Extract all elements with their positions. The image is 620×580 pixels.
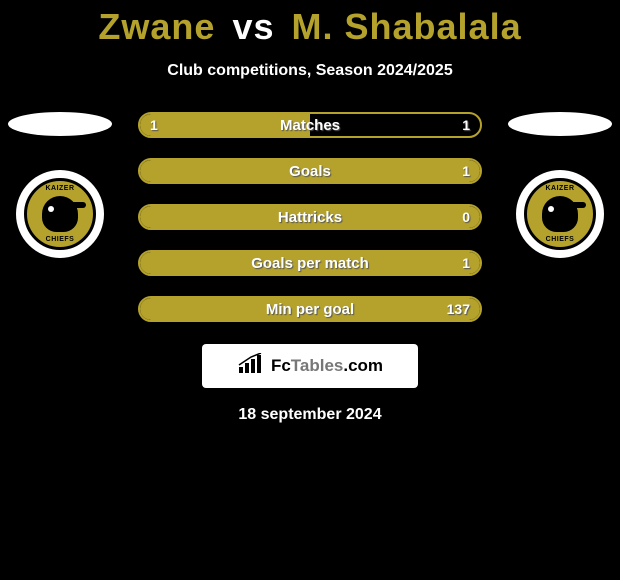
vs-text: vs [232, 6, 274, 47]
badge-bottom-text: CHIEFS [46, 236, 75, 243]
stat-bar: Min per goal 137 [138, 296, 482, 322]
brand-tables: Tables [291, 356, 344, 375]
stat-bar-value-left: 1 [150, 117, 158, 133]
left-side: KAIZER CHIEFS [0, 112, 120, 258]
subtitle: Club competitions, Season 2024/2025 [0, 62, 620, 80]
badge-top-text: KAIZER [545, 185, 574, 192]
badge-top-text: KAIZER [45, 185, 74, 192]
brand-fc: Fc [271, 356, 291, 375]
stat-bar-label: Matches [280, 117, 340, 134]
chart-icon [237, 353, 265, 380]
stat-bar-label: Hattricks [278, 209, 342, 226]
stat-bar: Matches 1 1 [138, 112, 482, 138]
stat-bar-value-right: 1 [462, 163, 470, 179]
comparison-title: Zwane vs M. Shabalala [0, 0, 620, 48]
player1-silhouette [8, 112, 112, 136]
badge-bottom-text: CHIEFS [546, 236, 575, 243]
stat-bar-value-right: 137 [447, 301, 470, 317]
player2-club-badge: KAIZER CHIEFS [516, 170, 604, 258]
main-layout: KAIZER CHIEFS KAIZER CHIEFS Matches11Goa… [0, 112, 620, 322]
player1-name: Zwane [98, 6, 215, 47]
stat-bar: Goals 1 [138, 158, 482, 184]
stat-bar-value-right: 1 [462, 255, 470, 271]
footer-logo: FcTables.com [202, 344, 418, 388]
stat-bar-label: Min per goal [266, 301, 354, 318]
badge-inner: KAIZER CHIEFS [24, 178, 96, 250]
date-text: 18 september 2024 [0, 406, 620, 424]
player1-club-badge: KAIZER CHIEFS [16, 170, 104, 258]
stat-bar: Goals per match 1 [138, 250, 482, 276]
brand-text: FcTables.com [271, 356, 383, 376]
badge-inner: KAIZER CHIEFS [524, 178, 596, 250]
stat-bars: Matches 1 1 Goals 1 Hattricks 0 Goals per match… [138, 112, 482, 322]
brand-dotcom: .com [343, 356, 383, 375]
badge-head-icon [42, 196, 78, 232]
right-side: KAIZER CHIEFS [500, 112, 620, 258]
stat-bar-label: Goals [289, 163, 331, 180]
stat-bar-value-right: 1 [462, 117, 470, 133]
stat-bar-label: Goals per match [251, 255, 369, 272]
stat-bar-value-right: 0 [462, 209, 470, 225]
player2-silhouette [508, 112, 612, 136]
player2-name: M. Shabalala [292, 6, 522, 47]
stat-bar: Hattricks 0 [138, 204, 482, 230]
badge-head-icon [542, 196, 578, 232]
